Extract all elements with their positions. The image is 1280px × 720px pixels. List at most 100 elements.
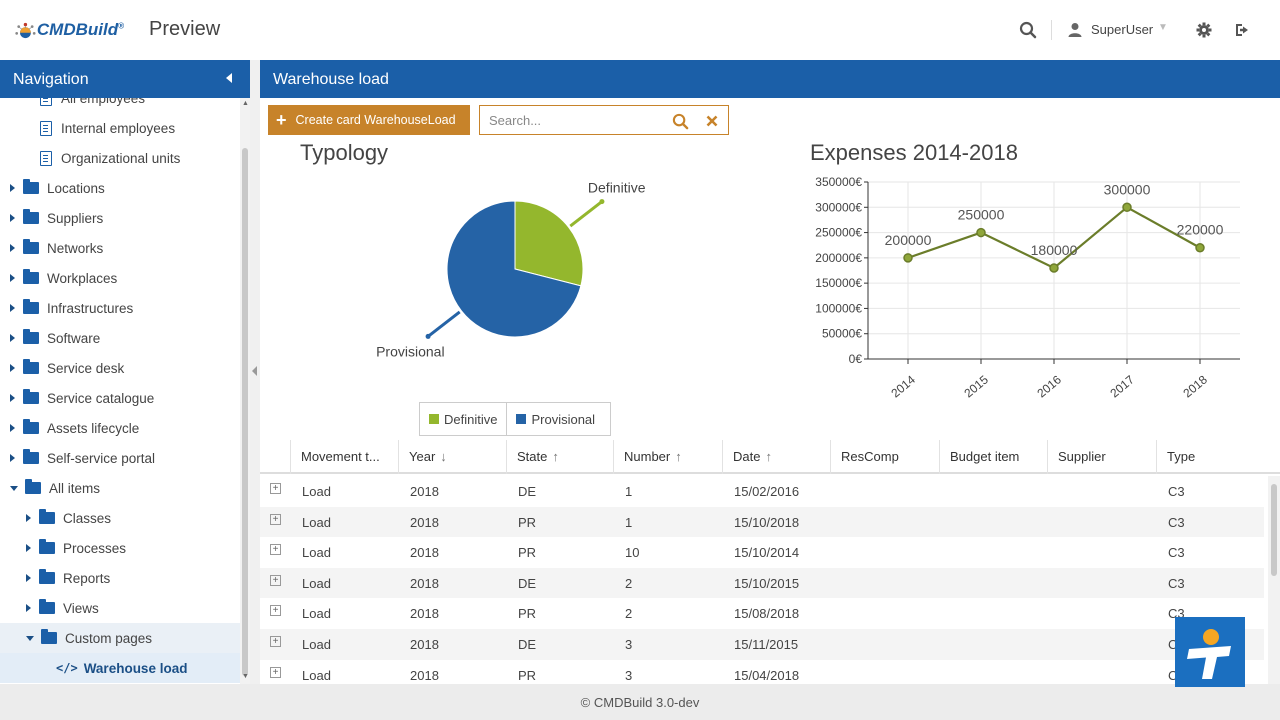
nav-item-organizational-units[interactable]: Organizational units [0, 143, 240, 173]
table-cell: 15/04/2018 [734, 667, 800, 683]
sort-asc-icon[interactable]: ↑ [675, 449, 682, 464]
data-point[interactable] [1049, 263, 1059, 273]
data-point[interactable] [976, 227, 986, 238]
nav-item-self-service-portal[interactable]: Self-service portal [0, 443, 240, 473]
chevron-right-icon[interactable] [26, 574, 31, 582]
chevron-right-icon[interactable] [10, 304, 15, 312]
search-input[interactable] [489, 112, 669, 128]
chevron-right-icon[interactable] [26, 604, 31, 612]
chevron-right-icon[interactable] [10, 244, 15, 252]
expand-row-icon[interactable]: + [270, 513, 281, 525]
user-icon[interactable] [1065, 20, 1085, 40]
chevron-down-icon[interactable] [10, 485, 18, 491]
column-header-rescomp[interactable]: ResComp [830, 440, 939, 474]
nav-item-service-catalogue[interactable]: Service catalogue [0, 383, 240, 413]
collapse-left-icon[interactable] [226, 73, 232, 83]
nav-item-classes[interactable]: Classes [0, 503, 240, 533]
pie-slice-definitive[interactable] [514, 200, 584, 287]
nav-item-all-employees[interactable]: All employees [0, 98, 240, 113]
chevron-right-icon[interactable] [10, 214, 15, 222]
nav-item-reports[interactable]: Reports [0, 563, 240, 593]
search-icon[interactable] [671, 112, 689, 130]
table-row[interactable]: + Load 2018 PR 10 15/10/2014 C3 [260, 537, 1264, 568]
table-cell: 3 [625, 667, 633, 683]
legend-item-provisional[interactable]: Provisional [506, 403, 604, 435]
nav-item-warehouse-load[interactable]: </> Warehouse load [0, 653, 240, 683]
nav-item-networks[interactable]: Networks [0, 233, 240, 263]
column-header-state[interactable]: State ↑ [506, 440, 613, 474]
sort-asc-icon[interactable]: ↑ [552, 449, 559, 464]
table-row[interactable]: + Load 2018 PR 1 15/10/2018 C3 [260, 506, 1264, 538]
grid-scrollbar-thumb[interactable] [1271, 484, 1277, 576]
nav-item-assets-lifecycle[interactable]: Assets lifecycle [0, 413, 240, 443]
scroll-down-icon[interactable]: ▼ [242, 673, 249, 680]
chevron-down-icon[interactable]: ▼ [1158, 22, 1168, 33]
legend-item-definitive[interactable]: Definitive [420, 403, 506, 435]
chevron-right-icon[interactable] [10, 454, 15, 462]
legend-label: Definitive [444, 411, 498, 427]
nav-item-infrastructures[interactable]: Infrastructures [0, 293, 240, 323]
nav-item-all-items[interactable]: All items [0, 473, 240, 503]
search-icon[interactable] [1018, 20, 1038, 40]
sort-desc-icon[interactable]: ↓ [440, 449, 447, 464]
gear-icon[interactable] [1194, 20, 1214, 40]
data-point[interactable] [903, 253, 913, 263]
chevron-right-icon[interactable] [26, 514, 31, 522]
cmdbuild-logo[interactable]: CMDBuild® [14, 14, 124, 46]
column-header-budget-item[interactable]: Budget item [939, 440, 1047, 474]
column-header-supplier[interactable]: Supplier [1047, 440, 1156, 474]
nav-item-custom-pages[interactable]: Custom pages [0, 623, 240, 653]
chevron-right-icon[interactable] [26, 544, 31, 552]
table-row[interactable]: + Load 2018 DE 1 15/02/2016 C3 [260, 476, 1264, 507]
pie-slice-provisional[interactable] [446, 200, 582, 338]
nav-item-views[interactable]: Views [0, 593, 240, 623]
scroll-up-icon[interactable]: ▲ [242, 100, 249, 107]
column-header-date[interactable]: Date ↑ [722, 440, 830, 474]
chevron-right-icon[interactable] [10, 394, 15, 402]
chevron-right-icon[interactable] [10, 184, 15, 192]
nav-item-service-desk[interactable]: Service desk [0, 353, 240, 383]
pie-chart: Definitive Provisional [376, 180, 646, 359]
tecnoteca-badge-icon[interactable] [1175, 617, 1245, 687]
navigation-scrollbar-thumb[interactable] [242, 148, 248, 676]
chevron-right-icon[interactable] [10, 334, 15, 342]
expand-row-icon[interactable]: + [270, 544, 281, 556]
splitter-collapse-icon[interactable] [252, 366, 257, 376]
expand-row-icon[interactable]: + [270, 483, 281, 494]
nav-item-internal-employees[interactable]: Internal employees [0, 113, 240, 143]
create-card-button[interactable]: + Create card WarehouseLoad [268, 105, 470, 135]
legend-swatch [429, 414, 439, 424]
grid-header: Movement t... Year ↓ State ↑ Number ↑ Date ↑ ResC… [260, 440, 1280, 474]
column-header-label: Movement t... [301, 449, 380, 464]
column-header-movement-t[interactable]: Movement t... [290, 440, 398, 474]
nav-item-locations[interactable]: Locations [0, 173, 240, 203]
nav-item-suppliers[interactable]: Suppliers [0, 203, 240, 233]
table-row[interactable]: + Load 2018 DE 2 15/10/2015 C3 [260, 567, 1264, 599]
chevron-down-icon[interactable] [26, 635, 34, 641]
chevron-right-icon[interactable] [10, 424, 15, 432]
user-menu[interactable]: SuperUser [1091, 22, 1154, 37]
column-header-label: Number [624, 449, 671, 464]
pie-leader-dot [425, 333, 431, 339]
chevron-right-icon[interactable] [10, 364, 15, 372]
clear-icon[interactable] [703, 112, 721, 130]
expand-row-icon[interactable]: + [270, 574, 281, 586]
sort-asc-icon[interactable]: ↑ [765, 449, 772, 464]
expand-row-icon[interactable]: + [270, 666, 281, 678]
nav-item-workplaces[interactable]: Workplaces [0, 263, 240, 293]
data-point[interactable] [1195, 242, 1205, 253]
expand-row-icon[interactable]: + [270, 605, 281, 617]
data-point[interactable] [1122, 202, 1132, 213]
x-tick-label: 2016 [1034, 372, 1064, 400]
chevron-right-icon[interactable] [10, 274, 15, 282]
nav-item-processes[interactable]: Processes [0, 533, 240, 563]
nav-item-software[interactable]: Software [0, 323, 240, 353]
column-header-year[interactable]: Year ↓ [398, 440, 506, 474]
expand-row-icon[interactable]: + [270, 636, 281, 647]
table-row[interactable]: + Load 2018 PR 2 15/08/2018 C3 [260, 598, 1264, 629]
y-tick-label: 250000€ [815, 226, 862, 240]
column-header-type[interactable]: Type [1156, 440, 1280, 474]
logout-icon[interactable] [1232, 20, 1252, 40]
column-header-number[interactable]: Number ↑ [613, 440, 722, 474]
